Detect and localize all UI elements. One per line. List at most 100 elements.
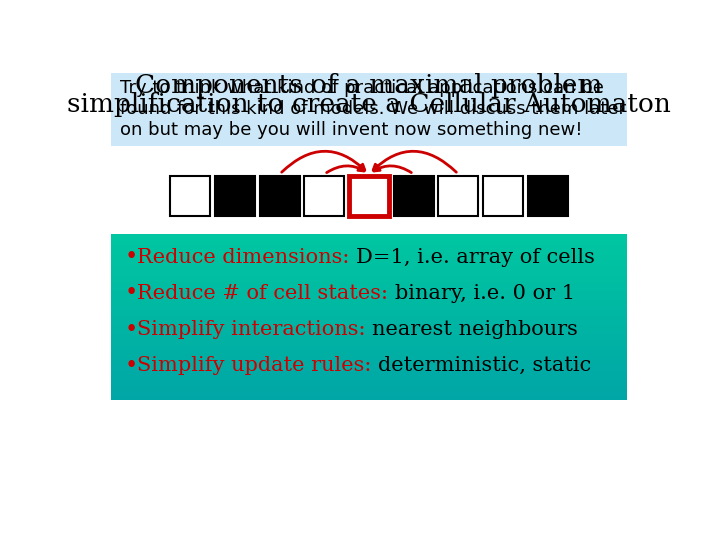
Bar bbox=[111, 365, 627, 367]
Bar bbox=[111, 339, 627, 340]
Bar bbox=[111, 386, 627, 387]
Bar bbox=[111, 271, 627, 273]
Bar bbox=[111, 288, 627, 289]
Bar bbox=[111, 237, 627, 238]
Bar bbox=[111, 246, 627, 248]
Bar bbox=[111, 315, 627, 317]
FancyArrowPatch shape bbox=[374, 166, 411, 173]
Bar bbox=[111, 264, 627, 266]
Bar bbox=[111, 293, 627, 295]
Bar bbox=[111, 248, 627, 249]
Bar bbox=[111, 322, 627, 324]
Bar bbox=[111, 330, 627, 332]
Bar bbox=[111, 304, 627, 306]
Bar bbox=[111, 370, 627, 372]
Bar bbox=[111, 249, 627, 251]
Bar bbox=[111, 391, 627, 393]
Bar bbox=[111, 398, 627, 400]
Bar bbox=[111, 266, 627, 267]
Bar bbox=[111, 366, 627, 368]
Bar bbox=[111, 273, 627, 274]
Bar bbox=[111, 241, 627, 242]
Bar bbox=[111, 356, 627, 359]
Bar bbox=[111, 281, 627, 282]
Bar bbox=[528, 176, 567, 215]
Bar bbox=[305, 176, 344, 215]
Bar bbox=[111, 375, 627, 376]
Bar bbox=[111, 274, 627, 275]
Bar bbox=[111, 285, 627, 287]
Bar bbox=[111, 242, 627, 244]
Bar bbox=[111, 301, 627, 303]
Bar bbox=[111, 296, 627, 298]
Bar bbox=[111, 354, 627, 356]
Bar bbox=[111, 369, 627, 371]
Bar bbox=[111, 376, 627, 377]
Bar bbox=[111, 384, 627, 386]
Bar bbox=[111, 346, 627, 347]
Bar bbox=[111, 333, 627, 335]
Bar bbox=[111, 341, 627, 343]
FancyArrowPatch shape bbox=[327, 166, 364, 173]
Bar bbox=[111, 395, 627, 397]
Text: Simplify interactions:: Simplify interactions: bbox=[138, 320, 372, 339]
Bar bbox=[111, 238, 627, 240]
Bar bbox=[111, 381, 627, 383]
Bar bbox=[111, 319, 627, 321]
Bar bbox=[111, 292, 627, 294]
Bar bbox=[438, 176, 478, 215]
Bar bbox=[394, 176, 433, 215]
Bar bbox=[111, 373, 627, 375]
Bar bbox=[111, 251, 627, 252]
Text: Reduce dimensions:: Reduce dimensions: bbox=[138, 248, 356, 267]
Bar bbox=[111, 380, 627, 382]
Bar bbox=[483, 176, 523, 215]
Bar bbox=[111, 388, 627, 390]
Bar bbox=[111, 279, 627, 281]
Bar bbox=[111, 343, 627, 345]
Bar bbox=[111, 393, 627, 394]
Bar bbox=[111, 252, 627, 253]
Bar bbox=[111, 328, 627, 329]
Bar bbox=[111, 299, 627, 300]
Bar bbox=[111, 340, 627, 342]
Bar bbox=[111, 289, 627, 291]
Bar bbox=[111, 267, 627, 269]
Bar bbox=[111, 362, 627, 364]
Bar bbox=[111, 239, 627, 241]
Bar bbox=[111, 387, 627, 389]
Bar bbox=[111, 372, 627, 374]
Bar bbox=[111, 257, 627, 259]
Bar bbox=[111, 235, 627, 237]
Bar bbox=[111, 308, 627, 310]
Bar bbox=[111, 291, 627, 292]
Bar bbox=[111, 348, 627, 350]
Bar bbox=[111, 275, 627, 277]
Bar bbox=[111, 276, 627, 278]
Bar bbox=[111, 336, 627, 338]
Bar bbox=[111, 253, 627, 255]
Text: Components of a maximal problem: Components of a maximal problem bbox=[135, 72, 603, 98]
Bar bbox=[111, 314, 627, 315]
Bar bbox=[111, 300, 627, 302]
Bar bbox=[111, 350, 627, 352]
Bar bbox=[111, 263, 627, 265]
Text: nearest neighbours: nearest neighbours bbox=[372, 320, 578, 339]
Bar bbox=[111, 332, 627, 334]
Bar bbox=[111, 256, 627, 258]
Bar bbox=[111, 377, 627, 379]
Text: •: • bbox=[125, 355, 138, 377]
Bar bbox=[111, 234, 627, 235]
Bar bbox=[111, 347, 627, 349]
Bar bbox=[111, 325, 627, 327]
Bar bbox=[111, 244, 627, 245]
Bar bbox=[111, 329, 627, 331]
Text: binary, i.e. 0 or 1: binary, i.e. 0 or 1 bbox=[395, 284, 575, 303]
Bar bbox=[171, 176, 210, 215]
Bar bbox=[111, 278, 627, 280]
Bar bbox=[349, 176, 389, 215]
Bar bbox=[111, 326, 627, 328]
Bar bbox=[111, 383, 627, 384]
Bar bbox=[111, 379, 627, 381]
Text: simplification to create a Cellular Automaton: simplification to create a Cellular Auto… bbox=[67, 92, 671, 117]
